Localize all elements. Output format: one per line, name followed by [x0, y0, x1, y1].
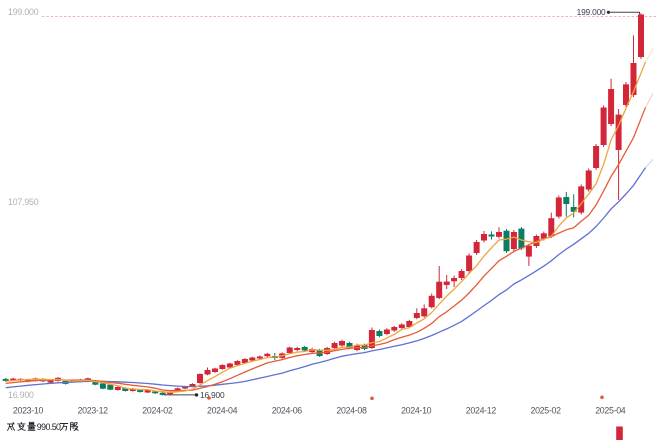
svg-text:2024-04: 2024-04 [207, 406, 238, 416]
svg-text:2024-02: 2024-02 [142, 406, 173, 416]
svg-text:107.950: 107.950 [8, 197, 39, 207]
svg-text:16.900: 16.900 [8, 390, 34, 400]
svg-text:199.000: 199.000 [577, 7, 606, 17]
svg-text:199.000: 199.000 [8, 7, 39, 17]
svg-text:2024-12: 2024-12 [466, 406, 497, 416]
svg-text:2025-04: 2025-04 [595, 406, 626, 416]
svg-text:16.900: 16.900 [200, 390, 225, 400]
svg-text:2025-02: 2025-02 [531, 406, 562, 416]
svg-text:2023-12: 2023-12 [78, 406, 109, 416]
svg-text:2024-10: 2024-10 [401, 406, 432, 416]
svg-text:2024-08: 2024-08 [336, 406, 367, 416]
svg-text:2024-06: 2024-06 [272, 406, 303, 416]
svg-text:2023-10: 2023-10 [13, 406, 44, 416]
svg-text:990.50: 990.50 [37, 422, 61, 432]
